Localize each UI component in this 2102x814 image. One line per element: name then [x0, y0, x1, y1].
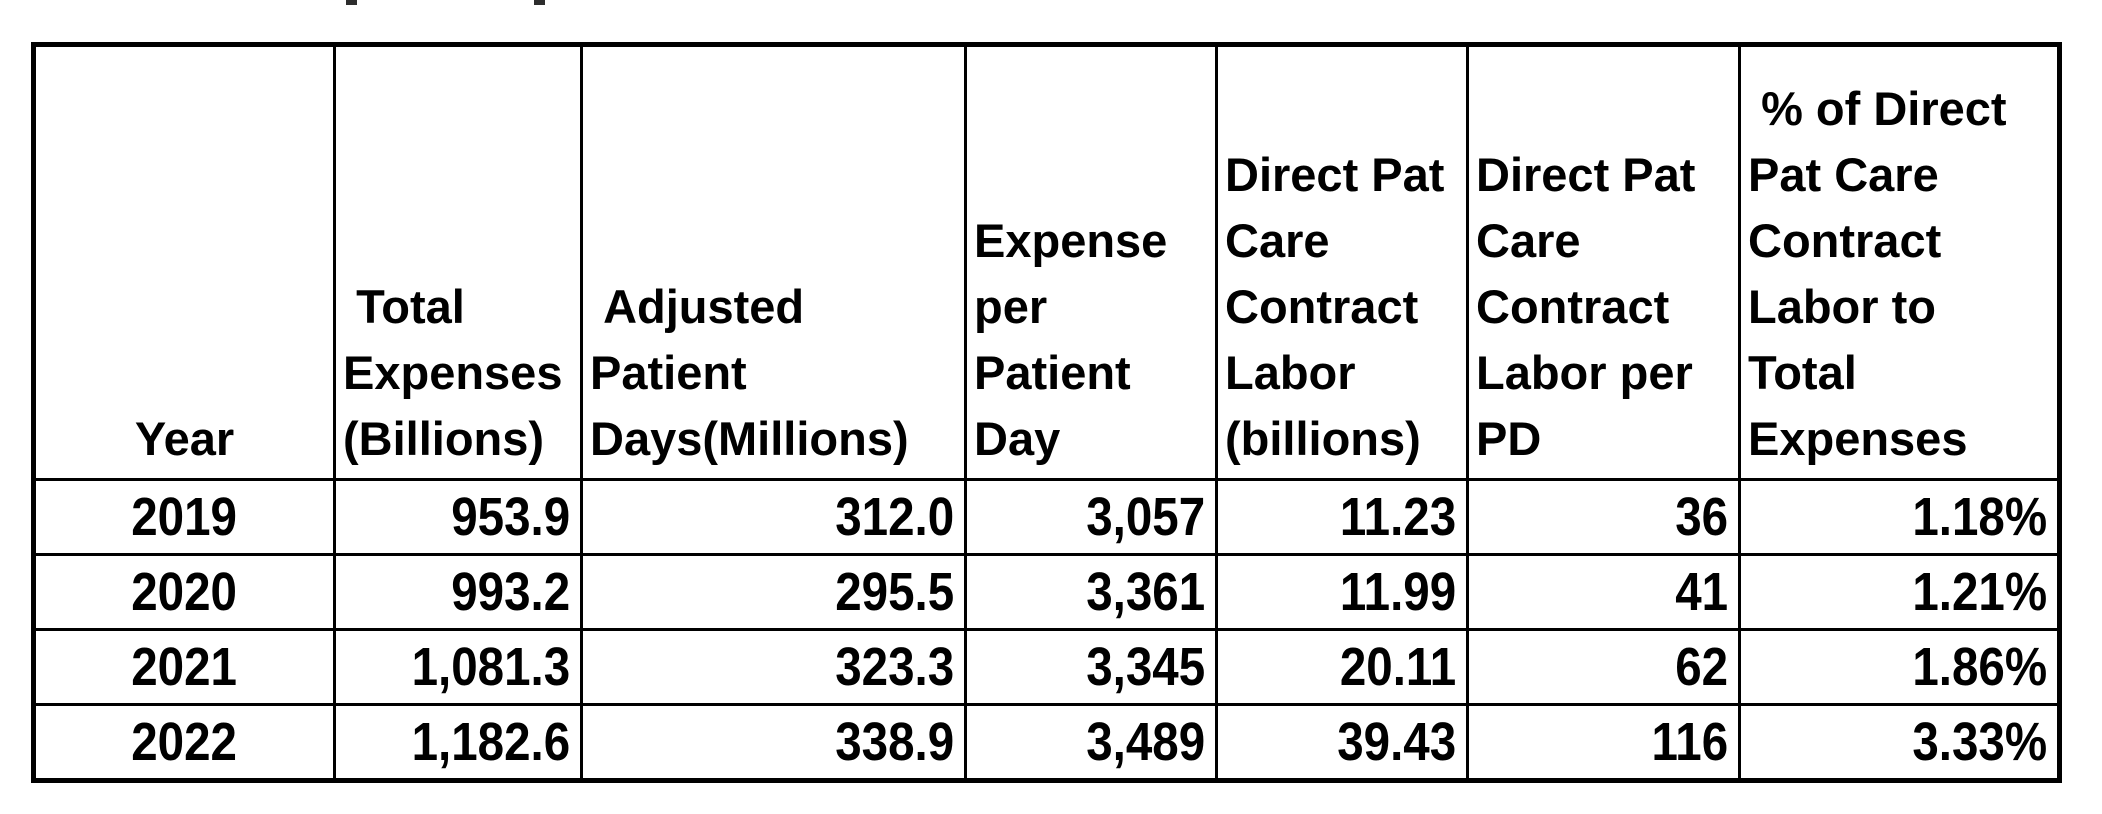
cell-direct-pat-care-contract-labor: 11.23: [1215, 478, 1469, 556]
cell-value: 2022: [131, 712, 238, 772]
cell-value: 11.99: [1339, 562, 1456, 622]
cell-value: 2019: [131, 487, 238, 547]
column-header-adjusted-patient-days: Adjusted Patient Days(Millions): [580, 43, 967, 481]
cell-value: 2021: [131, 637, 238, 697]
column-header-expense-per-patient-day: Expense per Patient Day: [964, 43, 1218, 481]
cell-value: 338.9: [835, 712, 954, 772]
cell-value: 323.3: [835, 637, 954, 697]
cell-year: 2022: [32, 703, 336, 782]
cell-expense-per-patient-day: 3,345: [964, 628, 1218, 706]
cropped-title-fragment-left: [346, 0, 357, 5]
cell-adjusted-patient-days: 323.3: [580, 628, 967, 706]
hospital-expenses-table: Year Total Expenses (Billions) Adjusted …: [31, 42, 2062, 783]
header-row: Year Total Expenses (Billions) Adjusted …: [32, 43, 2061, 481]
table-row-2022: 2022 1,182.6 338.9 3,489 39.43 116 3.33%: [32, 703, 2061, 782]
cell-value: 3,361: [1086, 562, 1205, 622]
cell-direct-pat-care-contract-labor-per-pd: 62: [1466, 628, 1741, 706]
cell-direct-pat-care-contract-labor-per-pd: 36: [1466, 478, 1741, 556]
cell-value: 116: [1651, 712, 1728, 772]
cell-total-expenses: 1,081.3: [333, 628, 583, 706]
cell-value: 41: [1675, 562, 1728, 622]
cell-year: 2019: [32, 478, 336, 556]
cell-expense-per-patient-day: 3,057: [964, 478, 1218, 556]
cell-value: 953.9: [451, 487, 570, 547]
cell-direct-pat-care-contract-labor: 11.99: [1215, 553, 1469, 631]
cell-value: 36: [1675, 487, 1728, 547]
cell-value: 1,182.6: [411, 712, 570, 772]
cropped-title-fragment-right: [534, 0, 545, 5]
cell-value: 1.86%: [1912, 637, 2047, 697]
cell-pct-direct-pat-care-contract-labor: 3.33%: [1738, 703, 2061, 782]
cell-year: 2020: [32, 553, 336, 631]
column-header-pct-direct-pat-care-contract-labor: % of Direct Pat Care Contract Labor to T…: [1738, 43, 2061, 481]
cell-total-expenses: 1,182.6: [333, 703, 583, 782]
cell-pct-direct-pat-care-contract-labor: 1.21%: [1738, 553, 2061, 631]
column-header-direct-pat-care-contract-labor: Direct Pat Care Contract Labor (billions…: [1215, 43, 1469, 481]
cell-adjusted-patient-days: 312.0: [580, 478, 967, 556]
cell-value: 3,489: [1086, 712, 1205, 772]
cell-direct-pat-care-contract-labor-per-pd: 116: [1466, 703, 1741, 782]
cell-value: 39.43: [1337, 712, 1456, 772]
cell-pct-direct-pat-care-contract-labor: 1.86%: [1738, 628, 2061, 706]
cell-value: 3,057: [1086, 487, 1205, 547]
cell-pct-direct-pat-care-contract-labor: 1.18%: [1738, 478, 2061, 556]
table-row-2019: 2019 953.9 312.0 3,057 11.23 36 1.18%: [32, 478, 2061, 556]
cell-total-expenses: 953.9: [333, 478, 583, 556]
cell-value: 1.21%: [1912, 562, 2047, 622]
cell-value: 62: [1675, 637, 1728, 697]
cell-value: 1.18%: [1912, 487, 2047, 547]
cell-value: 3.33%: [1912, 712, 2047, 772]
cell-value: 2020: [131, 562, 238, 622]
cell-total-expenses: 993.2: [333, 553, 583, 631]
column-header-year: Year: [32, 43, 336, 481]
cell-value: 295.5: [835, 562, 954, 622]
cell-adjusted-patient-days: 338.9: [580, 703, 967, 782]
cell-direct-pat-care-contract-labor-per-pd: 41: [1466, 553, 1741, 631]
cell-year: 2021: [32, 628, 336, 706]
cell-direct-pat-care-contract-labor: 39.43: [1215, 703, 1469, 782]
cell-adjusted-patient-days: 295.5: [580, 553, 967, 631]
cell-value: 20.11: [1339, 637, 1456, 697]
cell-value: 993.2: [451, 562, 570, 622]
table-row-2021: 2021 1,081.3 323.3 3,345 20.11 62 1.86%: [32, 628, 2061, 706]
cell-value: 1,081.3: [411, 637, 570, 697]
column-header-total-expenses: Total Expenses (Billions): [333, 43, 583, 481]
cell-expense-per-patient-day: 3,361: [964, 553, 1218, 631]
column-header-direct-pat-care-contract-labor-per-pd: Direct Pat Care Contract Labor per PD: [1466, 43, 1741, 481]
cell-value: 312.0: [835, 487, 954, 547]
cell-expense-per-patient-day: 3,489: [964, 703, 1218, 782]
cell-direct-pat-care-contract-labor: 20.11: [1215, 628, 1469, 706]
cell-value: 3,345: [1086, 637, 1205, 697]
cell-value: 11.23: [1339, 487, 1456, 547]
table-row-2020: 2020 993.2 295.5 3,361 11.99 41 1.21%: [32, 553, 2061, 631]
